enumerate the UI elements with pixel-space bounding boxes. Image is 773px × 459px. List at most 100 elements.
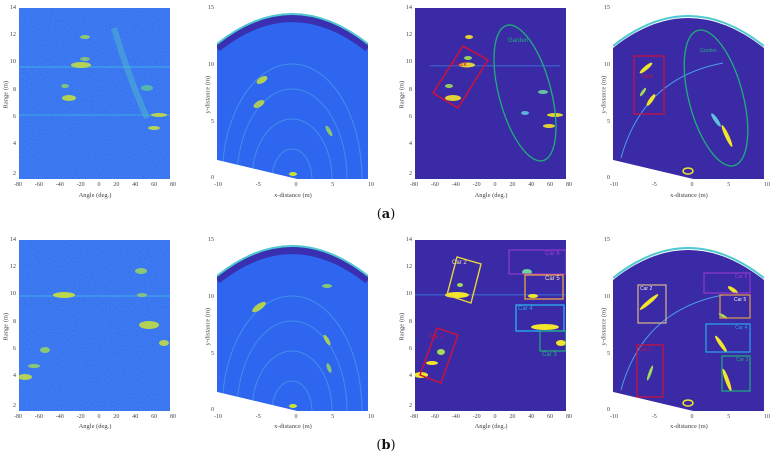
xtick: 20: [113, 414, 120, 420]
ytick: 12: [406, 264, 412, 270]
xtick: -5: [651, 182, 657, 188]
caption-a: (a): [376, 207, 396, 222]
xtick: -40: [55, 414, 64, 420]
xtick: -80: [14, 414, 22, 420]
xtick: 40: [132, 414, 139, 420]
ytick: 14: [10, 5, 16, 11]
annotation-car-1: Car 1: [639, 347, 652, 353]
heatmap-b3: [415, 240, 566, 411]
xtick: 60: [151, 182, 158, 188]
annotation-car-5: Car 5: [545, 276, 560, 282]
xtick: -5: [255, 182, 261, 188]
ytick: 5: [607, 119, 610, 125]
xtick: -80: [14, 182, 22, 188]
ytick: 8: [409, 87, 412, 93]
ytick: 4: [409, 373, 412, 379]
annotation-car-6: Car 6: [735, 274, 748, 280]
x-axis-label: Angle (deg.): [474, 423, 508, 430]
xtick: -80: [410, 414, 418, 420]
xtick: -20: [76, 414, 85, 420]
heatmap-a3: [415, 8, 566, 179]
x-axis-label: x-distance (m): [670, 423, 708, 430]
y-axis-label: Range (m): [2, 80, 10, 109]
ytick: 6: [13, 346, 16, 352]
ytick: 5: [607, 351, 610, 357]
y-axis-label: y-distance (m): [204, 75, 212, 114]
ytick: 2: [13, 171, 16, 177]
ytick: 0: [607, 175, 610, 181]
xtick: -40: [451, 414, 460, 420]
xtick: -60: [430, 414, 439, 420]
xtick: -60: [430, 182, 439, 188]
xtick: -40: [451, 182, 460, 188]
xtick: -20: [472, 182, 481, 188]
xtick: -10: [214, 414, 222, 420]
ytick: 4: [13, 373, 16, 379]
annotation-garden: Garden: [508, 38, 529, 44]
ytick: 0: [607, 407, 610, 413]
xticks-b3: -80 -60 -40 -20 0 20 40 60 80: [410, 414, 572, 420]
xtick: 5: [727, 182, 731, 188]
heatmap-a2: [217, 8, 368, 179]
xtick: 10: [764, 182, 770, 188]
ytick: 14: [406, 5, 412, 11]
ytick: 14: [406, 237, 412, 243]
xtick: -60: [34, 182, 43, 188]
xtick: 80: [170, 182, 176, 188]
xtick: 80: [566, 414, 572, 420]
heatmap-a1: [19, 8, 170, 179]
ytick: 12: [10, 32, 16, 38]
ytick: 15: [604, 5, 610, 11]
x-axis-label: x-distance (m): [670, 192, 708, 199]
xtick: 10: [764, 414, 770, 420]
annotation-truck: Truck: [641, 74, 654, 80]
annotation-car-6: Car 6: [545, 251, 560, 257]
xtick: 0: [97, 182, 101, 188]
xtick: 5: [331, 414, 335, 420]
ytick: 6: [13, 114, 16, 120]
xticks-b1: -80 -60 -40 -20 0 20 40 60 80: [14, 414, 176, 420]
xtick: 0: [294, 182, 298, 188]
xtick: 60: [547, 414, 554, 420]
ytick: 10: [406, 291, 412, 297]
ytick: 5: [211, 119, 214, 125]
xticks-b2: -10 -5 0 5 10: [214, 414, 374, 420]
xtick: -20: [472, 414, 481, 420]
xtick: 0: [493, 414, 497, 420]
ytick: 10: [208, 62, 214, 68]
xtick: -10: [610, 414, 618, 420]
xtick: 0: [294, 414, 298, 420]
x-axis-label: Angle (deg.): [78, 423, 112, 430]
ytick: 15: [208, 237, 214, 243]
y-axis-label: Range (m): [398, 80, 406, 109]
x-axis-label: Angle (deg.): [474, 192, 508, 199]
ytick: 10: [406, 59, 412, 65]
xticks-a3: -80 -60 -40 -20 0 20 40 60 80: [410, 182, 572, 188]
xtick: 0: [493, 182, 497, 188]
heatmap-b1: [19, 240, 170, 411]
ytick: 2: [409, 171, 412, 177]
xtick: 10: [368, 414, 374, 420]
ytick: 6: [409, 346, 412, 352]
xtick: 60: [547, 182, 554, 188]
xtick: 40: [528, 182, 535, 188]
x-axis-label: Angle (deg.): [78, 192, 112, 199]
xtick: 5: [331, 182, 335, 188]
xtick: -10: [214, 182, 222, 188]
xtick: -5: [255, 414, 261, 420]
annotation-truck: Truck: [452, 62, 467, 68]
ytick: 4: [13, 141, 16, 147]
xtick: 10: [368, 182, 374, 188]
heatmap-b4: [613, 240, 764, 411]
ytick: 2: [13, 403, 16, 409]
annotation-car-1: Car 1: [429, 334, 444, 340]
xtick: 80: [170, 414, 176, 420]
ytick: 8: [13, 319, 16, 325]
annotation-car-4: Car 4: [735, 325, 748, 331]
xtick: 0: [97, 414, 101, 420]
ytick: 10: [604, 62, 610, 68]
xtick: -10: [610, 182, 618, 188]
ytick: 10: [10, 59, 16, 65]
x-axis-label: x-distance (m): [274, 423, 312, 430]
annotation-car-3: Car 3: [542, 352, 557, 358]
